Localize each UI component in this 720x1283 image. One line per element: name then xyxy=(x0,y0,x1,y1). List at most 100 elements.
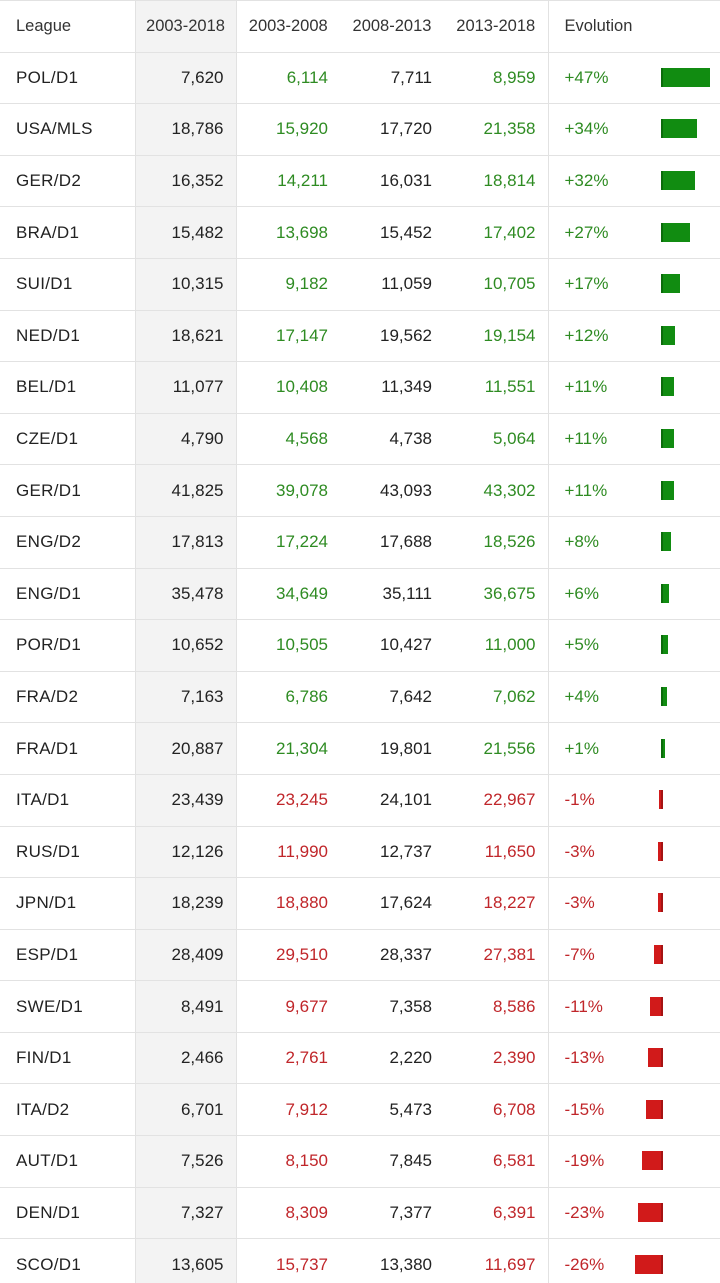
cell-2008-2013: 35,111 xyxy=(340,568,444,621)
cell-league: ENG/D2 xyxy=(0,516,135,569)
cell-2008-2013: 10,427 xyxy=(340,619,444,672)
cell-evolution: +32% xyxy=(547,155,720,208)
cell-2013-2018: 7,062 xyxy=(444,671,548,724)
cell-2003-2008: 8,309 xyxy=(236,1187,340,1240)
cell-2003-2018: 35,478 xyxy=(134,568,237,621)
cell-evolution: +4% xyxy=(547,671,720,724)
cell-2008-2013: 17,624 xyxy=(340,877,444,930)
evolution-percent: +1% xyxy=(564,738,600,758)
evolution-percent: -19% xyxy=(564,1151,605,1171)
evolution-bar-negative xyxy=(657,893,663,913)
evolution-wrapper: +32% xyxy=(565,156,720,206)
table-row: GER/D2 16,352 14,211 16,031 18,814 +32% xyxy=(0,155,720,208)
cell-2008-2013: 5,473 xyxy=(340,1083,444,1137)
evolution-percent: +11% xyxy=(564,429,608,449)
cell-2008-2013: 7,377 xyxy=(340,1187,444,1240)
cell-2003-2008: 17,147 xyxy=(236,310,340,363)
table-row: NED/D1 18,621 17,147 19,562 19,154 +12% xyxy=(0,310,720,363)
cell-2008-2013: 24,101 xyxy=(340,774,444,827)
evolution-wrapper: -1% xyxy=(565,775,720,825)
cell-2008-2013: 7,845 xyxy=(340,1135,444,1188)
cell-2013-2018: 11,650 xyxy=(444,826,548,879)
cell-2003-2008: 21,304 xyxy=(236,722,340,775)
cell-2003-2018: 6,701 xyxy=(134,1083,237,1137)
evolution-bar-positive xyxy=(660,635,668,655)
cell-league: RUS/D1 xyxy=(0,826,135,879)
cell-evolution: -13% xyxy=(547,1032,720,1085)
cell-league: DEN/D1 xyxy=(0,1187,135,1240)
evolution-percent: -11% xyxy=(564,996,603,1016)
cell-2003-2018: 7,526 xyxy=(134,1135,237,1188)
cell-2013-2018: 6,581 xyxy=(444,1135,548,1188)
cell-2008-2013: 7,711 xyxy=(340,52,444,105)
cell-2003-2018: 18,621 xyxy=(134,310,237,363)
evolution-wrapper: +4% xyxy=(565,672,720,722)
table-row: POL/D1 7,620 6,114 7,711 8,959 +47% xyxy=(0,52,720,105)
header-2008-2013: 2008-2013 xyxy=(340,0,444,53)
cell-league: BRA/D1 xyxy=(0,206,135,259)
cell-2013-2018: 11,551 xyxy=(444,361,548,414)
cell-league: FIN/D1 xyxy=(0,1032,135,1085)
cell-2003-2018: 20,887 xyxy=(134,722,237,775)
cell-2003-2018: 28,409 xyxy=(134,929,237,982)
cell-2003-2018: 13,605 xyxy=(134,1238,237,1283)
cell-2003-2018: 8,491 xyxy=(134,980,237,1033)
cell-2013-2018: 27,381 xyxy=(444,929,548,982)
evolution-bar-negative xyxy=(657,841,663,861)
cell-2003-2008: 34,649 xyxy=(236,568,340,621)
cell-league: ENG/D1 xyxy=(0,568,135,621)
cell-evolution: +11% xyxy=(547,361,720,414)
cell-2003-2018: 7,163 xyxy=(134,671,237,724)
evolution-bar-positive xyxy=(660,532,671,552)
cell-2008-2013: 15,452 xyxy=(340,206,444,259)
cell-2003-2018: 7,620 xyxy=(134,52,237,105)
cell-2013-2018: 43,302 xyxy=(444,464,548,517)
cell-evolution: +47% xyxy=(547,52,720,105)
cell-evolution: -3% xyxy=(547,826,720,879)
cell-2003-2008: 4,568 xyxy=(236,413,340,466)
evolution-wrapper: -13% xyxy=(565,1033,720,1083)
cell-2003-2018: 16,352 xyxy=(134,155,237,208)
evolution-wrapper: +12% xyxy=(565,311,720,361)
cell-2003-2008: 17,224 xyxy=(236,516,340,569)
cell-league: SUI/D1 xyxy=(0,258,135,311)
cell-2008-2013: 7,642 xyxy=(340,671,444,724)
evolution-bar-negative xyxy=(647,1048,663,1068)
cell-2008-2013: 11,059 xyxy=(340,258,444,311)
cell-evolution: -1% xyxy=(547,774,720,827)
evolution-percent: +17% xyxy=(564,274,609,294)
evolution-percent: +32% xyxy=(564,171,609,191)
cell-league: FRA/D2 xyxy=(0,671,135,724)
cell-2008-2013: 19,801 xyxy=(340,722,444,775)
cell-2008-2013: 19,562 xyxy=(340,310,444,363)
cell-evolution: +11% xyxy=(547,464,720,517)
evolution-wrapper: -19% xyxy=(565,1136,720,1186)
cell-2013-2018: 10,705 xyxy=(444,258,548,311)
evolution-bar-positive xyxy=(660,377,674,397)
table-row: RUS/D1 12,126 11,990 12,737 11,650 -3% xyxy=(0,826,720,879)
evolution-bar-positive xyxy=(660,429,674,449)
cell-2003-2008: 6,114 xyxy=(236,52,340,105)
cell-2013-2018: 8,586 xyxy=(444,980,548,1033)
evolution-percent: +11% xyxy=(564,377,608,397)
evolution-wrapper: +1% xyxy=(565,724,720,774)
evolution-percent: -3% xyxy=(564,893,595,913)
table-row: DEN/D1 7,327 8,309 7,377 6,391 -23% xyxy=(0,1187,720,1240)
cell-2003-2008: 6,786 xyxy=(236,671,340,724)
header-league: League xyxy=(0,0,135,53)
table-row: FRA/D2 7,163 6,786 7,642 7,062 +4% xyxy=(0,671,720,724)
header-2003-2018: 2003-2018 xyxy=(134,0,237,53)
evolution-bar-negative xyxy=(645,1099,663,1119)
evolution-percent: -13% xyxy=(564,1048,605,1068)
table-row: SCO/D1 13,605 15,737 13,380 11,697 -26% xyxy=(0,1238,720,1283)
evolution-bar-negative xyxy=(658,790,663,810)
cell-2008-2013: 17,720 xyxy=(340,103,444,156)
table-row: BRA/D1 15,482 13,698 15,452 17,402 +27% xyxy=(0,206,720,259)
cell-2003-2018: 41,825 xyxy=(134,464,237,517)
cell-2013-2018: 11,697 xyxy=(444,1238,548,1283)
table-row: CZE/D1 4,790 4,568 4,738 5,064 +11% xyxy=(0,413,720,466)
cell-2003-2008: 15,737 xyxy=(236,1238,340,1283)
evolution-percent: -15% xyxy=(564,1099,605,1119)
table-row: SUI/D1 10,315 9,182 11,059 10,705 +17% xyxy=(0,258,720,311)
